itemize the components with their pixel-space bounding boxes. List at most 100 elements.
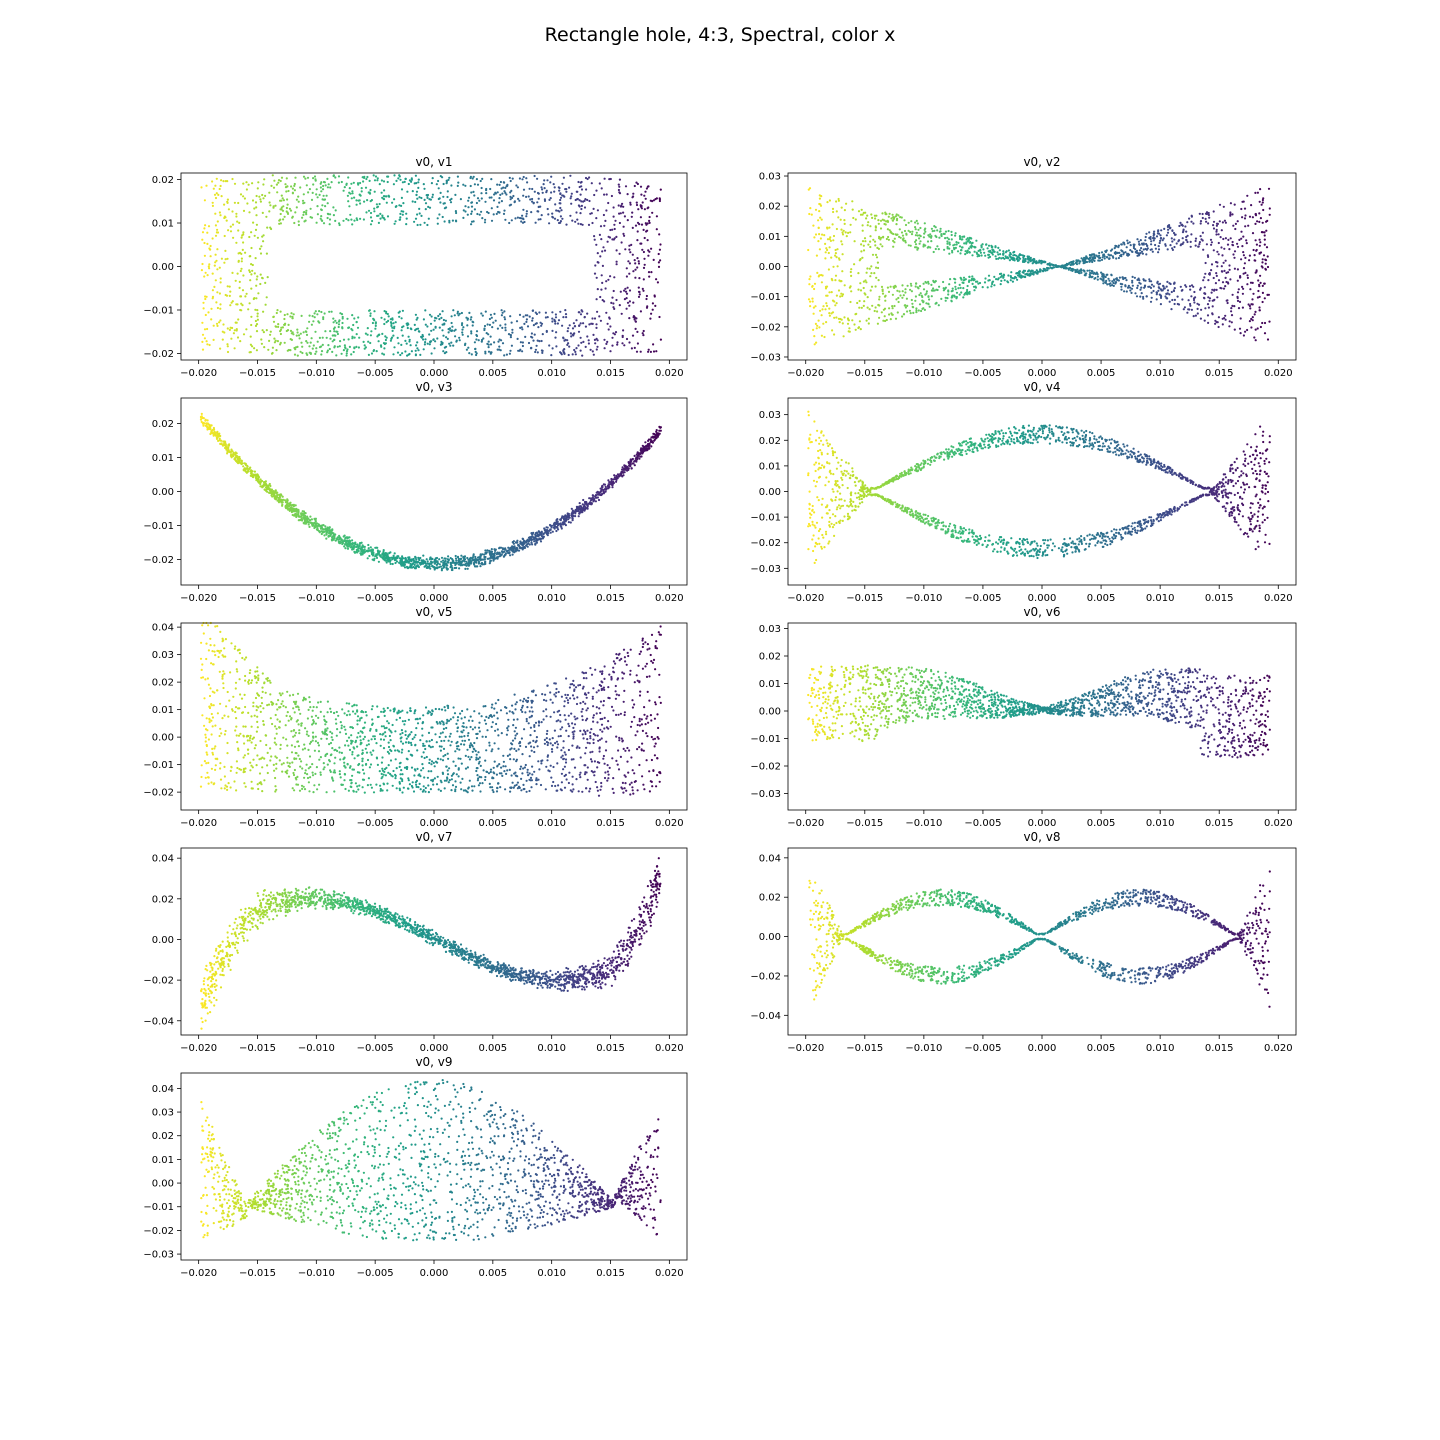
- scatter-point: [516, 216, 520, 219]
- scatter-point: [1206, 314, 1210, 317]
- scatter-point: [1268, 207, 1271, 210]
- scatter-point: [605, 209, 608, 212]
- scatter-point: [318, 310, 321, 313]
- scatter-point: [212, 187, 215, 190]
- scatter-point: [1224, 276, 1227, 279]
- scatter-point: [525, 210, 529, 213]
- scatter-point: [231, 223, 235, 226]
- scatter-point: [1236, 295, 1239, 298]
- scatter-point: [1070, 268, 1073, 271]
- scatter-point: [210, 307, 213, 310]
- scatter-point: [521, 350, 524, 353]
- scatter-point: [215, 301, 218, 304]
- scatter-point: [1131, 284, 1134, 287]
- scatter-point: [914, 285, 917, 288]
- scatter-point: [1261, 258, 1264, 261]
- scatter-point: [640, 242, 643, 245]
- scatter-point: [312, 183, 315, 186]
- scatter-point: [295, 334, 298, 337]
- scatter-point: [416, 197, 419, 200]
- scatter-point: [865, 217, 868, 220]
- scatter-point: [602, 213, 606, 217]
- scatter-point: [261, 235, 264, 238]
- scatter-point: [638, 223, 641, 226]
- scatter-point: [551, 347, 554, 350]
- scatter-point: [1263, 321, 1267, 325]
- scatter-point: [292, 333, 295, 336]
- scatter-point: [1214, 319, 1217, 322]
- scatter-point: [907, 229, 910, 232]
- scatter-point: [1215, 272, 1218, 275]
- scatter-point: [1163, 287, 1166, 290]
- scatter-point: [885, 213, 888, 216]
- scatter-point: [634, 320, 638, 323]
- scatter-point: [628, 300, 632, 303]
- scatter-point: [1244, 271, 1247, 274]
- scatter-point: [1033, 271, 1036, 274]
- scatter-point: [242, 233, 245, 236]
- scatter-point: [1074, 269, 1077, 273]
- scatter-point: [450, 315, 453, 318]
- scatter-point: [637, 286, 640, 289]
- scatter-point: [960, 278, 963, 281]
- scatter-point: [475, 330, 479, 333]
- scatter-point: [1254, 239, 1257, 242]
- scatter-point: [569, 174, 572, 177]
- scatter-point: [475, 334, 479, 338]
- scatter-point: [1221, 317, 1224, 320]
- scatter-point: [447, 555, 450, 558]
- scatter-point: [907, 244, 910, 247]
- scatter-point: [1263, 238, 1266, 241]
- scatter-point: [460, 311, 463, 315]
- scatter-point: [1175, 242, 1178, 245]
- scatter-point: [861, 224, 864, 227]
- scatter-point: [603, 300, 606, 303]
- scatter-point: [293, 189, 296, 192]
- scatter-point: [352, 181, 355, 184]
- scatter-point: [294, 211, 297, 214]
- scatter-point: [496, 205, 499, 208]
- scatter-point: [472, 175, 475, 178]
- scatter-point: [438, 326, 441, 329]
- scatter-point: [831, 207, 835, 210]
- scatter-point: [1068, 261, 1071, 264]
- scatter-point: [320, 208, 323, 212]
- scatter-point: [417, 181, 420, 184]
- scatter-point: [1000, 274, 1003, 277]
- scatter-point: [323, 534, 326, 537]
- scatter-point: [369, 188, 372, 192]
- scatter-point: [484, 310, 487, 313]
- scatter-point: [1168, 293, 1171, 296]
- scatter-point: [881, 292, 885, 295]
- scatter-point: [868, 267, 871, 270]
- scatter-point: [971, 275, 974, 278]
- scatter-point: [549, 197, 552, 200]
- scatter-point: [1159, 237, 1162, 240]
- scatter-point: [563, 348, 566, 351]
- scatter-point: [457, 181, 460, 184]
- scatter-point: [1236, 220, 1239, 223]
- scatter-point: [987, 244, 991, 247]
- scatter-point: [578, 324, 581, 327]
- scatter-point: [533, 190, 536, 193]
- scatter-point: [336, 332, 339, 336]
- scatter-point: [352, 350, 355, 354]
- scatter-point: [241, 289, 245, 292]
- scatter-point: [438, 566, 441, 569]
- scatter-point: [849, 270, 852, 274]
- scatter-point: [554, 336, 557, 339]
- scatter-point: [417, 349, 420, 352]
- scatter-point: [373, 310, 376, 313]
- scatter-point: [905, 233, 908, 236]
- scatter-point: [822, 305, 825, 308]
- scatter-point: [365, 177, 368, 181]
- scatter-point: [895, 223, 898, 226]
- scatter-point: [1210, 269, 1213, 272]
- scatter-point: [1112, 256, 1115, 259]
- scatter-point: [1222, 261, 1225, 264]
- scatter-point: [357, 316, 360, 319]
- scatter-point: [1131, 275, 1134, 278]
- scatter-point: [632, 192, 635, 195]
- scatter-point: [630, 215, 633, 218]
- scatter-point: [635, 456, 638, 459]
